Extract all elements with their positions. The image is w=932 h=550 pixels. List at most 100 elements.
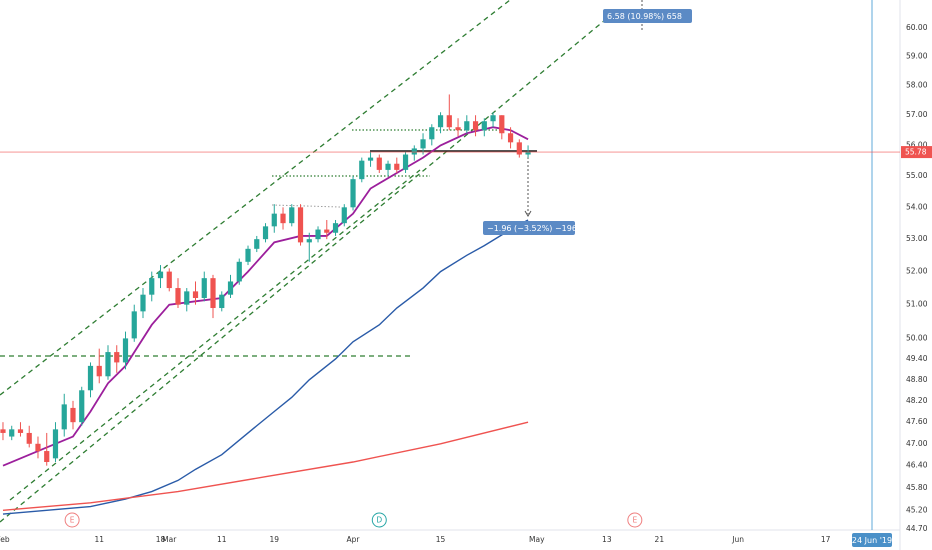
candle-body — [52, 429, 59, 459]
candle-body — [289, 207, 295, 224]
channel-lower — [9, 169, 421, 501]
x-tick-label: 21 — [655, 535, 665, 544]
x-tick-label: 15 — [436, 535, 446, 544]
x-tick-label: May — [529, 535, 545, 544]
x-tick-label: 18 — [156, 535, 166, 544]
candle-body — [455, 127, 461, 131]
y-tick-label: 47.00 — [906, 439, 928, 448]
last-price-label: 55.78 — [905, 148, 927, 157]
y-tick-label: 50.00 — [906, 333, 928, 342]
x-tick-label: 19 — [269, 535, 279, 544]
y-tick-label: 59.00 — [906, 51, 928, 60]
event-marker — [64, 512, 80, 528]
candle-body — [402, 154, 409, 170]
candle-body — [0, 429, 6, 433]
candle-body — [87, 365, 94, 391]
y-tick-label: 47.60 — [906, 417, 928, 426]
candle-body — [70, 407, 76, 423]
candle-body — [254, 239, 260, 249]
candle-body — [271, 213, 277, 227]
x-tick-label: 11 — [217, 535, 227, 544]
x-tick-label: Apr — [347, 535, 361, 544]
candle-body — [227, 281, 234, 295]
candle-body — [367, 157, 374, 161]
parallel-channel — [0, 0, 606, 523]
candle-body — [490, 115, 496, 122]
candle-body — [446, 115, 452, 128]
candle-body — [306, 239, 312, 243]
candle-body — [96, 365, 102, 377]
candle-body — [140, 294, 146, 312]
y-tick-label: 51.00 — [906, 300, 928, 309]
candle-body — [184, 291, 190, 305]
candle-body — [420, 139, 426, 149]
candle-body — [122, 338, 129, 363]
candle-body — [157, 271, 164, 279]
candle-body — [131, 311, 137, 339]
candle-body — [499, 115, 505, 134]
candle-body — [324, 229, 330, 233]
measure-box — [483, 221, 575, 235]
last-price-box — [901, 146, 932, 159]
candle-body — [472, 121, 479, 131]
candle-body — [201, 278, 207, 299]
measure-up-label: 6.58 (10.98%) 658 — [607, 12, 682, 21]
candle-body — [525, 152, 531, 155]
y-tick-label: 56.00 — [906, 140, 928, 149]
x-tick-label: Jun — [731, 535, 744, 544]
candle-body — [376, 157, 382, 170]
candle-body — [411, 148, 417, 155]
channel-upper — [0, 0, 511, 396]
moving-average — [2, 126, 529, 467]
candle-body — [280, 213, 286, 224]
candle-body — [44, 451, 50, 462]
crosshair-date: 24 Jun '19 — [852, 536, 892, 545]
y-tick-label: 46.40 — [906, 461, 928, 470]
moving-average — [2, 219, 529, 515]
candle-body — [17, 429, 24, 433]
event-marker — [371, 512, 387, 528]
candle-body — [175, 288, 181, 305]
x-tick-label: 11 — [94, 535, 104, 544]
y-tick-label: 55.00 — [906, 171, 928, 180]
y-tick-label: 58.00 — [906, 81, 928, 90]
x-tick-label: Feb — [0, 535, 10, 544]
candle-body — [464, 121, 470, 131]
x-tick-label: Mar — [162, 535, 177, 544]
event-label: E — [632, 516, 637, 525]
candle-body — [219, 294, 225, 309]
measure-arrowhead — [524, 210, 532, 217]
moving-average — [2, 421, 529, 511]
candle-body — [61, 404, 67, 430]
candle-body — [341, 207, 347, 224]
candle-body — [315, 229, 321, 240]
crosshair-date-box — [852, 533, 892, 547]
y-tick-label: 45.80 — [906, 483, 928, 492]
y-tick-label: 57.00 — [906, 110, 928, 119]
candle-body — [192, 291, 199, 299]
y-tick-label: 52.00 — [906, 267, 928, 276]
candle-body — [9, 429, 15, 437]
y-tick-label: 53.00 — [906, 234, 928, 243]
y-tick-label: 49.40 — [906, 354, 928, 363]
plot — [0, 94, 531, 515]
y-tick-label: 45.20 — [906, 505, 928, 514]
candle-body — [79, 390, 85, 423]
candle-body — [105, 352, 111, 377]
candle-body — [437, 115, 444, 128]
y-tick-label: 60.00 — [906, 23, 928, 32]
y-tick-label: 54.00 — [906, 202, 928, 211]
candle-body — [297, 207, 304, 243]
measure-down-label: −1.96 (−3.52%) −196 — [487, 224, 577, 233]
candle-body — [516, 142, 522, 155]
candle-body — [394, 163, 400, 170]
dotted-level — [271, 204, 341, 208]
candle-body — [507, 133, 514, 143]
x-tick-label: 17 — [821, 535, 831, 544]
y-tick-label: 48.80 — [906, 375, 928, 384]
measure-box — [603, 9, 692, 23]
event-marker — [627, 512, 643, 528]
candle-body — [332, 223, 339, 233]
